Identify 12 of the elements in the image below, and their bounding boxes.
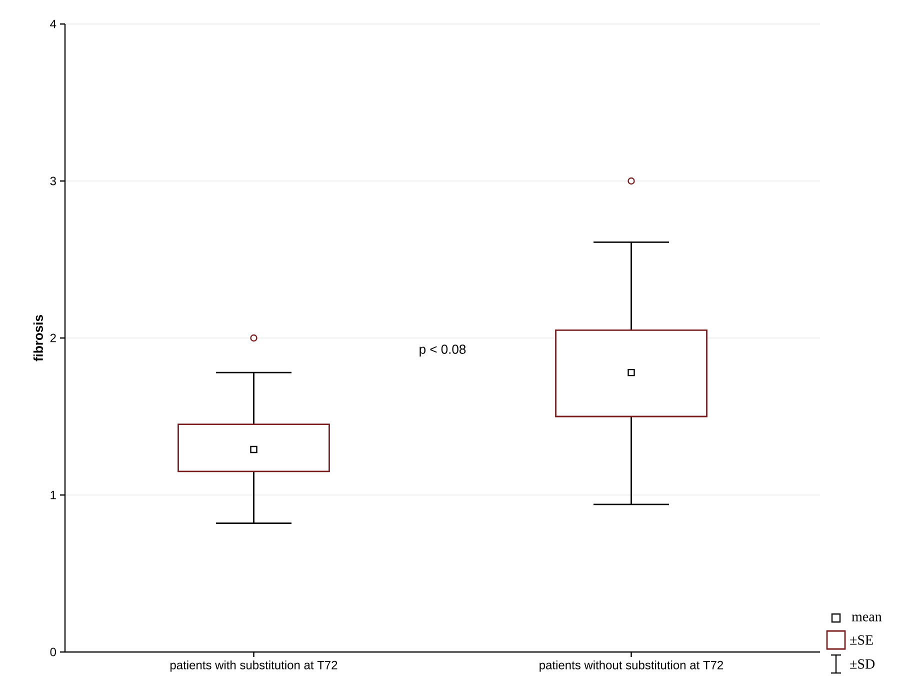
y-tick-label: 2 (50, 334, 56, 342)
y-tick-label: 3 (50, 176, 56, 186)
annotation: p < 0.08 (420, 344, 466, 356)
y-axis-title: fibrosis (33, 315, 43, 362)
x-tick-label: patients without substitution at T72 (540, 660, 724, 672)
text: mean (852, 614, 882, 622)
text: ±SD (850, 659, 875, 669)
y-tick-label: 1 (50, 490, 56, 500)
text: ±SE (850, 635, 873, 645)
x-tick-label: patients with substitution at T72 (170, 660, 338, 672)
y-tick-label: 4 (50, 20, 56, 28)
y-tick-label: 0 (50, 648, 56, 656)
